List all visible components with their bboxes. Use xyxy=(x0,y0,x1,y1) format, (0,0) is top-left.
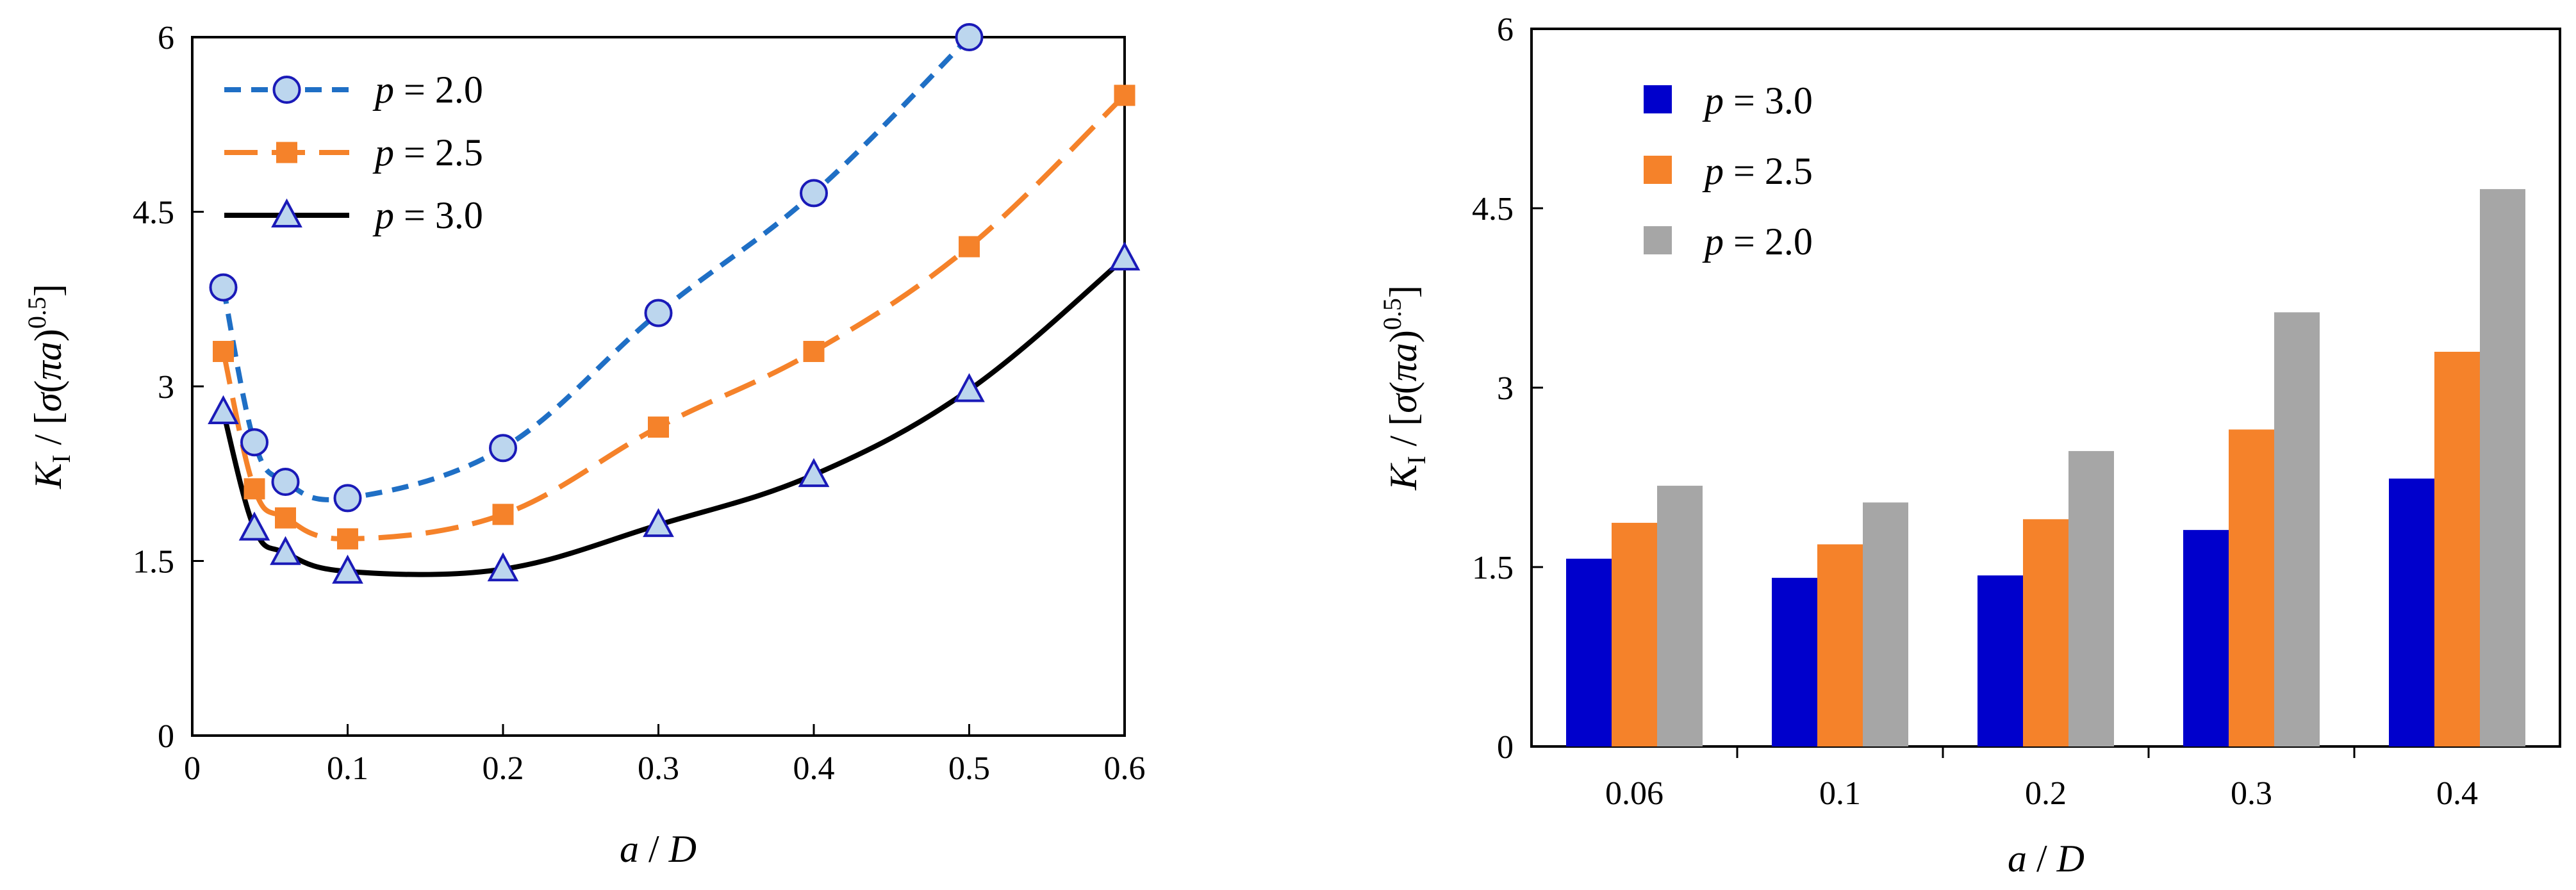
bar xyxy=(2023,519,2068,746)
data-point xyxy=(648,416,669,438)
y-axis-title: KI / [σ(πa)0.5] xyxy=(1378,285,1431,491)
data-point xyxy=(954,373,985,402)
legend: p = 3.0 p = 2.5 p = 2.0 xyxy=(1644,79,1813,263)
bar xyxy=(1977,575,2023,746)
y-tick-label: 0 xyxy=(158,718,174,755)
x-tick-label: 0.2 xyxy=(2025,775,2067,812)
x-tick-label: 0.1 xyxy=(1819,775,1861,812)
bar xyxy=(2274,312,2320,746)
plot-area-frame xyxy=(191,36,1126,737)
y-tick-label: 3 xyxy=(158,369,174,406)
legend-label: p = 2.5 xyxy=(372,131,483,174)
x-tick-label: 0.2 xyxy=(483,750,524,787)
y-tick-label: 4.5 xyxy=(1472,191,1514,227)
data-point xyxy=(803,341,825,362)
data-point xyxy=(275,507,296,529)
series-line xyxy=(220,256,1127,577)
legend-marker xyxy=(276,142,297,163)
bar-group xyxy=(1566,189,2525,747)
data-point xyxy=(209,273,238,302)
y-tick-label: 4.5 xyxy=(133,195,174,231)
legend-swatch xyxy=(1644,156,1672,184)
data-point xyxy=(270,536,301,565)
legend-marker xyxy=(271,198,302,227)
x-tick-label: 0.06 xyxy=(1605,775,1664,812)
data-point xyxy=(489,434,517,463)
x-tick-label: 0.3 xyxy=(638,750,679,787)
data-point xyxy=(332,554,363,584)
data-point xyxy=(208,395,239,424)
y-tick-label: 6 xyxy=(1497,12,1514,48)
x-tick-label: 0.6 xyxy=(1104,750,1146,787)
x-tick-label: 0.4 xyxy=(793,750,835,787)
bar xyxy=(1817,544,1863,746)
data-point xyxy=(244,478,265,500)
y-axis-title: KI / [σ(πa)0.5] xyxy=(22,284,76,490)
series-markers xyxy=(208,23,1141,584)
data-point xyxy=(271,467,300,496)
x-axis-title: a / D xyxy=(2008,837,2085,880)
y-tick-label: 1.5 xyxy=(1472,550,1514,586)
x-tick-label: 0.1 xyxy=(327,750,368,787)
x-tick-label: 0.5 xyxy=(948,750,990,787)
legend-swatch xyxy=(1644,226,1672,254)
y-tick-label: 6 xyxy=(158,20,174,56)
legend-label: p = 2.0 xyxy=(1702,220,1813,263)
bar xyxy=(1612,522,1657,746)
legend-swatch xyxy=(1644,85,1672,113)
data-point xyxy=(1114,85,1135,106)
legend-label: p = 3.0 xyxy=(1702,79,1813,122)
tick-group: 0 0.1 0.2 0.3 0.4 0.5 0.6 0 1.5 3 4.5 6 xyxy=(133,20,1146,787)
data-point xyxy=(959,236,980,258)
bar xyxy=(1772,577,1817,746)
bar xyxy=(2434,352,2480,746)
y-tick-label: 3 xyxy=(1497,370,1514,407)
data-point xyxy=(213,341,234,362)
bar xyxy=(1657,486,1703,746)
x-tick-label: 0.4 xyxy=(2436,775,2478,812)
bar xyxy=(1566,558,1612,746)
data-point xyxy=(337,528,358,550)
bar xyxy=(1863,502,1908,746)
y-tick-label: 0 xyxy=(1497,729,1514,766)
legend-label: p = 3.0 xyxy=(372,194,483,236)
legend: p = 2.0 p = 2.5 p = 3.0 xyxy=(224,69,483,236)
line-chart: 0 0.1 0.2 0.3 0.4 0.5 0.601.534.56 p = 2.0p = … xyxy=(22,20,1146,870)
x-tick-label: 0 xyxy=(184,750,201,787)
tick-group: 0 1.5 3 4.5 6 0.06 0.1 0.2 0.3 0.4 xyxy=(1472,12,2478,812)
legend-marker xyxy=(272,76,301,104)
data-point xyxy=(333,484,362,513)
x-axis-title: a / D xyxy=(620,828,697,870)
bar xyxy=(2480,189,2525,747)
data-point xyxy=(644,299,673,327)
bar xyxy=(2229,429,2274,746)
series-line xyxy=(220,93,1127,541)
y-tick-label: 1.5 xyxy=(133,544,174,581)
data-point xyxy=(955,23,984,51)
series-line xyxy=(220,35,971,502)
data-point xyxy=(800,179,828,208)
bar xyxy=(2183,530,2229,746)
x-tick-label: 0.3 xyxy=(2231,775,2272,812)
bar xyxy=(2068,450,2114,746)
data-point xyxy=(643,507,674,538)
data-point xyxy=(238,511,270,541)
bar xyxy=(2389,478,2434,746)
legend-label: p = 2.5 xyxy=(1702,150,1813,192)
data-point xyxy=(492,504,514,525)
data-point xyxy=(487,552,519,582)
legend-label: p = 2.0 xyxy=(372,69,483,111)
data-point xyxy=(240,428,268,457)
bar-chart: 0 1.5 3 4.5 6 0.06 0.1 0.2 0.3 0.4 p = 3.0 p = 2.5… xyxy=(1378,12,2561,880)
data-point xyxy=(1109,241,1141,271)
data-point xyxy=(798,457,830,488)
